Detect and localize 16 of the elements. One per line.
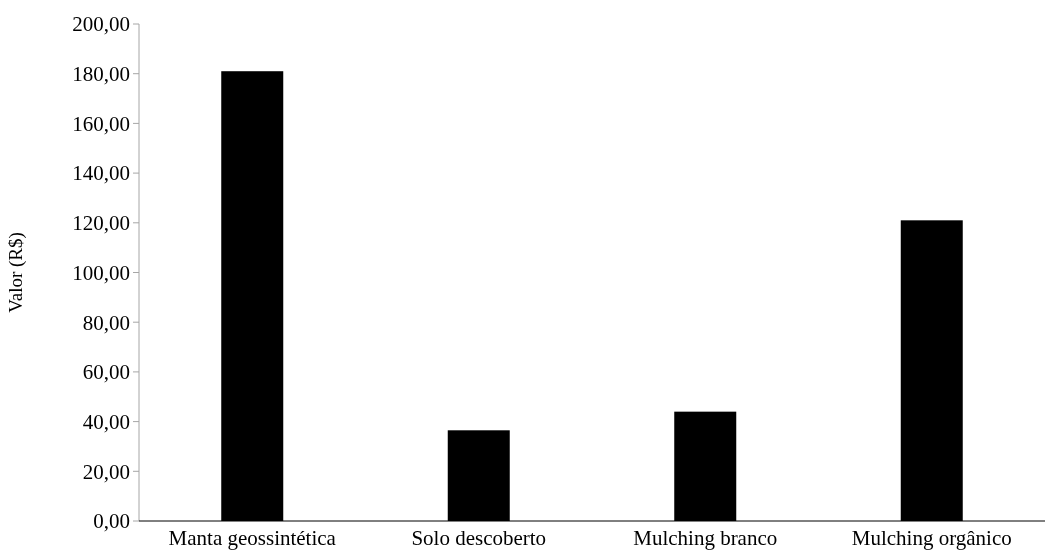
y-tick-label: 20,00 <box>82 459 130 484</box>
y-tick-label: 60,00 <box>82 360 130 385</box>
y-tick-label: 0,00 <box>93 509 130 534</box>
x-tick-label: Manta geossintética <box>168 526 337 550</box>
x-tick-label: Mulching branco <box>633 526 778 550</box>
y-tick-label: 100,00 <box>72 260 130 285</box>
y-tick-label: 140,00 <box>72 161 130 186</box>
y-tick-label: 40,00 <box>82 409 130 434</box>
y-axis-title: Valor (R$) <box>5 232 27 313</box>
y-tick-label: 80,00 <box>82 310 130 335</box>
y-tick-label: 120,00 <box>72 211 130 236</box>
y-tick-label: 200,00 <box>72 12 130 37</box>
x-tick-label: Solo descoberto <box>411 526 547 550</box>
y-tick-label: 160,00 <box>72 111 130 136</box>
y-tick-label: 180,00 <box>72 62 130 87</box>
x-tick-label: Mulching orgânico <box>851 526 1012 550</box>
